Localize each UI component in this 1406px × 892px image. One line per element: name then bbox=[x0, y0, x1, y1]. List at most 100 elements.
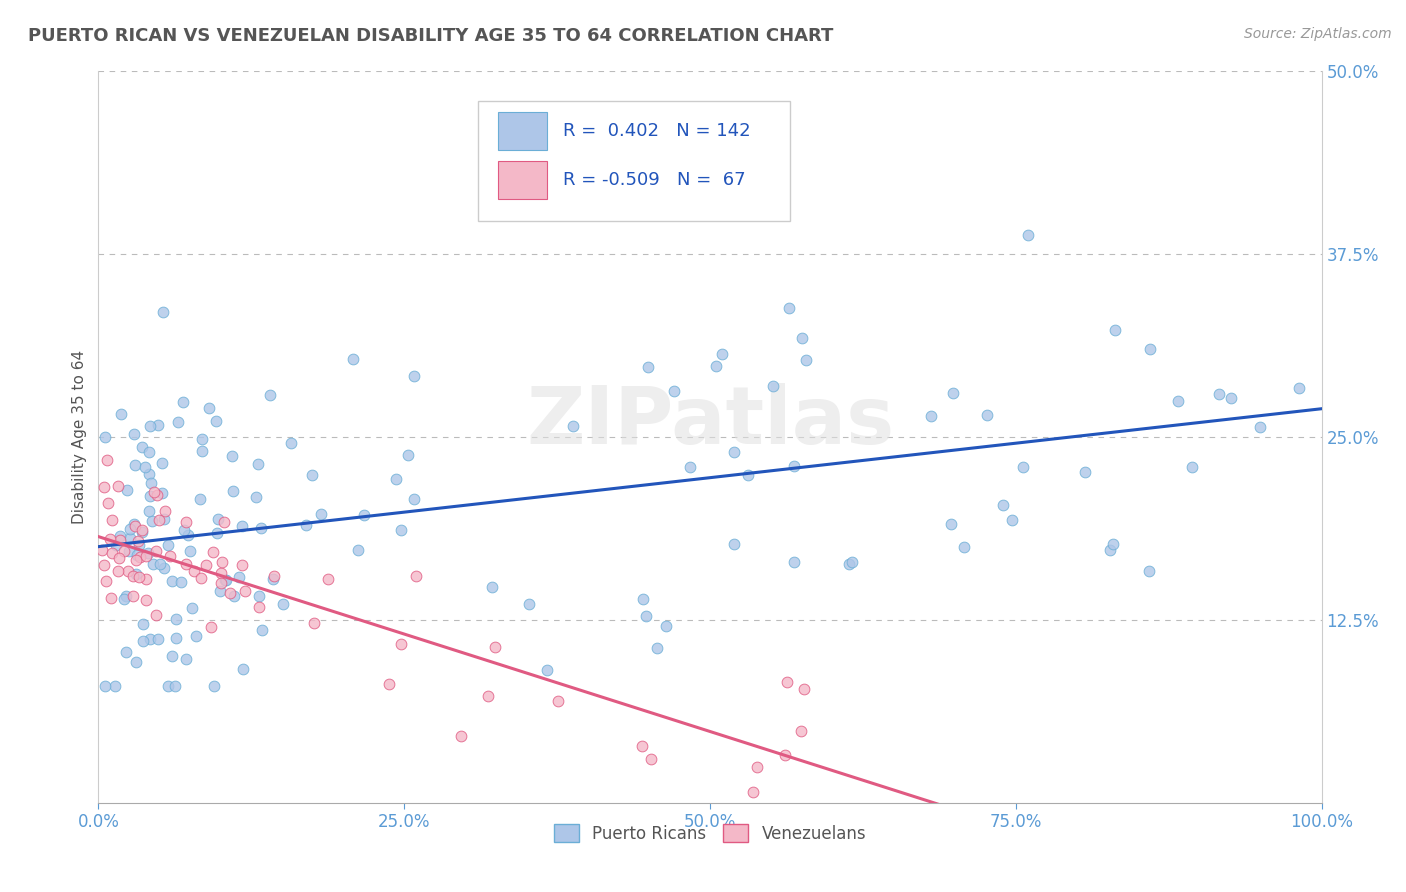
Point bbox=[1208, 387, 1230, 401]
Point bbox=[115, 645, 138, 659]
Point bbox=[481, 580, 503, 594]
Point bbox=[170, 574, 193, 589]
Point bbox=[477, 689, 499, 703]
Point bbox=[316, 573, 339, 587]
Point bbox=[157, 679, 180, 693]
Point bbox=[145, 608, 167, 623]
Text: Source: ZipAtlas.com: Source: ZipAtlas.com bbox=[1244, 27, 1392, 41]
Point bbox=[112, 591, 135, 606]
Point bbox=[1102, 537, 1125, 551]
Point bbox=[200, 620, 222, 634]
Point bbox=[139, 418, 162, 433]
Text: ZIPatlas: ZIPatlas bbox=[526, 384, 894, 461]
Point bbox=[207, 512, 229, 526]
Point bbox=[263, 569, 285, 583]
Point bbox=[745, 760, 768, 774]
Point bbox=[131, 523, 153, 537]
Point bbox=[115, 589, 138, 603]
Point bbox=[783, 458, 806, 473]
Point bbox=[1099, 542, 1122, 557]
Point bbox=[105, 538, 128, 552]
Point bbox=[953, 540, 976, 554]
Point bbox=[637, 359, 659, 374]
Point bbox=[1074, 466, 1097, 480]
Point bbox=[389, 523, 412, 537]
FancyBboxPatch shape bbox=[478, 101, 790, 221]
Point bbox=[156, 538, 179, 552]
Point bbox=[402, 368, 425, 383]
FancyBboxPatch shape bbox=[498, 112, 547, 150]
Point bbox=[124, 516, 146, 531]
Point bbox=[124, 426, 146, 441]
Point bbox=[138, 467, 160, 481]
Point bbox=[271, 597, 294, 611]
Point bbox=[484, 640, 506, 655]
Point bbox=[280, 436, 302, 450]
Point bbox=[127, 534, 149, 549]
Point bbox=[402, 491, 425, 506]
Point bbox=[723, 445, 745, 459]
Point bbox=[153, 503, 176, 517]
Point bbox=[124, 458, 146, 472]
Point bbox=[259, 388, 281, 402]
Point bbox=[139, 489, 162, 503]
Point bbox=[1104, 323, 1126, 337]
Point bbox=[353, 508, 375, 523]
Point bbox=[202, 679, 225, 693]
Point bbox=[1137, 564, 1160, 578]
Point bbox=[190, 571, 212, 585]
Point bbox=[148, 513, 170, 527]
Point bbox=[197, 401, 219, 415]
Point bbox=[183, 564, 205, 578]
Point bbox=[939, 516, 962, 531]
Point bbox=[153, 561, 176, 575]
Point bbox=[302, 615, 325, 630]
Point bbox=[561, 418, 583, 433]
Point bbox=[711, 347, 734, 361]
Point bbox=[783, 555, 806, 569]
Point bbox=[145, 543, 167, 558]
Point bbox=[122, 589, 145, 603]
Point bbox=[135, 549, 157, 563]
Point bbox=[209, 575, 232, 590]
Point bbox=[211, 555, 233, 569]
Point bbox=[631, 739, 654, 753]
Point bbox=[176, 557, 198, 571]
Point bbox=[378, 677, 401, 691]
Point bbox=[250, 623, 273, 637]
Point bbox=[1288, 381, 1310, 395]
Point bbox=[166, 631, 188, 645]
Point bbox=[762, 379, 785, 393]
Point bbox=[1000, 513, 1022, 527]
Point bbox=[841, 555, 863, 569]
Point bbox=[205, 525, 228, 540]
Point bbox=[1012, 460, 1035, 475]
Point bbox=[104, 679, 127, 693]
Point bbox=[135, 593, 157, 607]
Point bbox=[245, 490, 267, 504]
Point bbox=[180, 600, 202, 615]
Point bbox=[202, 545, 225, 559]
Point bbox=[97, 495, 120, 509]
Point bbox=[631, 591, 654, 606]
Point bbox=[233, 584, 256, 599]
Point bbox=[163, 679, 186, 693]
Point bbox=[215, 573, 238, 587]
Point bbox=[1017, 228, 1039, 243]
FancyBboxPatch shape bbox=[498, 161, 547, 200]
Point bbox=[117, 564, 139, 578]
Point bbox=[124, 519, 146, 533]
Point bbox=[159, 549, 181, 563]
Point bbox=[737, 468, 759, 483]
Point bbox=[107, 564, 129, 578]
Point bbox=[636, 609, 658, 624]
Point bbox=[143, 485, 166, 500]
Point bbox=[222, 483, 245, 498]
Point bbox=[134, 460, 156, 475]
Point bbox=[790, 331, 813, 345]
Point bbox=[228, 570, 250, 584]
Point bbox=[232, 662, 254, 676]
Point bbox=[93, 480, 115, 494]
Point bbox=[107, 550, 129, 565]
Point bbox=[231, 518, 253, 533]
